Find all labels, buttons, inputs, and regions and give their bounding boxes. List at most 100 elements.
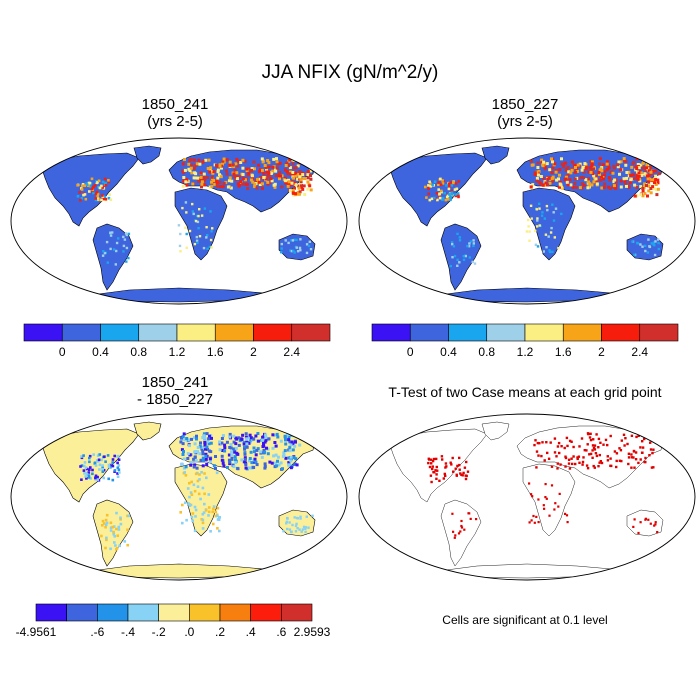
significant-cell — [649, 448, 653, 451]
significant-cell — [465, 460, 468, 464]
significant-cell — [460, 473, 463, 476]
diff-cell-negative — [201, 452, 205, 456]
diff-cell-negative — [221, 461, 225, 465]
nfix-cell-high — [623, 158, 627, 162]
nfix-cell-mid — [453, 254, 457, 258]
diff-cell-mixed — [301, 528, 305, 531]
nfix-cell-high — [550, 171, 554, 175]
diff-cell-mixed — [285, 522, 288, 525]
diff-cell-mixed — [113, 535, 116, 538]
nfix-cell-high — [298, 190, 302, 194]
nfix-cell-high — [564, 169, 568, 173]
nfix-cell-high — [657, 172, 661, 176]
diff-cell-mixed — [104, 525, 107, 529]
diff-cell-negative — [101, 470, 105, 473]
diff-cell-negative — [98, 468, 101, 471]
nfix-cell-mid — [468, 256, 471, 259]
nfix-cell-high — [286, 184, 290, 188]
nfix-cell-high — [308, 184, 312, 188]
diff-cell-mixed — [119, 516, 122, 520]
diff-cell-mixed — [179, 511, 182, 514]
diff-cell-negative — [273, 441, 277, 444]
significant-cell — [595, 454, 599, 458]
nfix-cell-high — [275, 166, 279, 170]
significant-cell — [597, 446, 600, 449]
diff-cell-negative — [274, 461, 277, 465]
diff-cell-negative — [94, 478, 97, 481]
diff-cell-negative — [274, 444, 278, 448]
nfix-cell-high — [540, 158, 544, 162]
colorbar-box — [253, 323, 293, 342]
nfix-cell-high — [185, 183, 189, 187]
nfix-cell-high — [292, 166, 296, 170]
nfix-cell-mid — [211, 227, 214, 230]
nfix-cell-high — [274, 169, 278, 173]
diff-cell-negative — [270, 461, 274, 465]
map-panel-b — [358, 137, 696, 305]
colorbar-box — [371, 323, 411, 342]
diff-cell-negative — [88, 456, 91, 460]
nfix-cell-high — [190, 171, 194, 175]
diff-cell-negative — [194, 459, 198, 463]
nfix-cell-high — [606, 160, 609, 164]
nfix-cell-high — [652, 187, 656, 191]
significant-cell — [459, 472, 462, 475]
diff-cell-negative — [294, 440, 297, 444]
significant-cell — [567, 462, 571, 465]
nfix-cell-high — [536, 173, 540, 177]
land-greenland — [133, 421, 162, 441]
nfix-cell-mid — [527, 218, 530, 222]
nfix-cell-high — [197, 158, 201, 162]
nfix-cell-high — [647, 184, 651, 188]
nfix-cell-high — [225, 158, 229, 162]
diff-cell-negative — [226, 466, 229, 469]
nfix-cell-high — [199, 175, 203, 179]
nfix-cell-high — [196, 176, 200, 180]
diff-cell-negative — [117, 458, 121, 461]
diff-cell-negative — [287, 438, 291, 442]
nfix-cell-high — [624, 181, 627, 185]
diff-cell-negative — [288, 440, 292, 444]
map-panel-c — [10, 413, 348, 581]
nfix-cell-high — [450, 193, 454, 196]
nfix-cell-high — [266, 182, 270, 186]
nfix-cell-high — [221, 159, 225, 163]
significant-cell — [543, 459, 546, 462]
nfix-cell-mid — [466, 244, 469, 248]
diff-cell-negative — [96, 475, 99, 479]
nfix-cell-high — [637, 171, 641, 175]
diff-cell-negative — [235, 437, 239, 441]
nfix-cell-high — [258, 183, 262, 186]
nfix-cell-high — [429, 182, 432, 186]
diff-cell-mixed — [117, 528, 121, 531]
nfix-cell-high — [95, 190, 99, 194]
diff-cell-negative — [254, 453, 258, 457]
significant-cell — [564, 456, 568, 460]
nfix-cell-mid — [206, 247, 209, 250]
ttest-note: Cells are significant at 0.1 level — [442, 613, 608, 627]
colorbar-tick-label: 2 — [598, 345, 605, 359]
diff-cell-negative — [220, 437, 224, 440]
diff-cell-negative — [255, 448, 259, 452]
nfix-cell-high — [646, 194, 649, 198]
figure-title: JJA NFIX (gN/m^2/y) — [261, 62, 439, 83]
nfix-cell-high — [545, 162, 549, 166]
nfix-cell-high — [584, 167, 588, 171]
colorbar-tick-label: .0 — [184, 625, 194, 639]
significant-cell — [528, 521, 531, 524]
diff-cell-mixed — [296, 527, 299, 530]
diff-cell-negative — [80, 464, 84, 467]
nfix-cell-mid — [191, 202, 194, 206]
diff-cell-mixed — [216, 514, 219, 518]
diff-cell-negative — [284, 438, 287, 442]
nfix-cell-high — [625, 176, 629, 180]
significant-cell — [592, 464, 595, 468]
diff-cell-negative — [199, 441, 202, 445]
diff-cell-mixed — [116, 534, 119, 537]
nfix-cell-high — [427, 187, 430, 190]
nfix-cell-high — [538, 180, 542, 184]
diff-cell-negative — [244, 463, 248, 467]
nfix-cell-high — [291, 173, 295, 177]
nfix-cell-mid — [181, 206, 184, 210]
nfix-cell-mid — [296, 250, 300, 253]
